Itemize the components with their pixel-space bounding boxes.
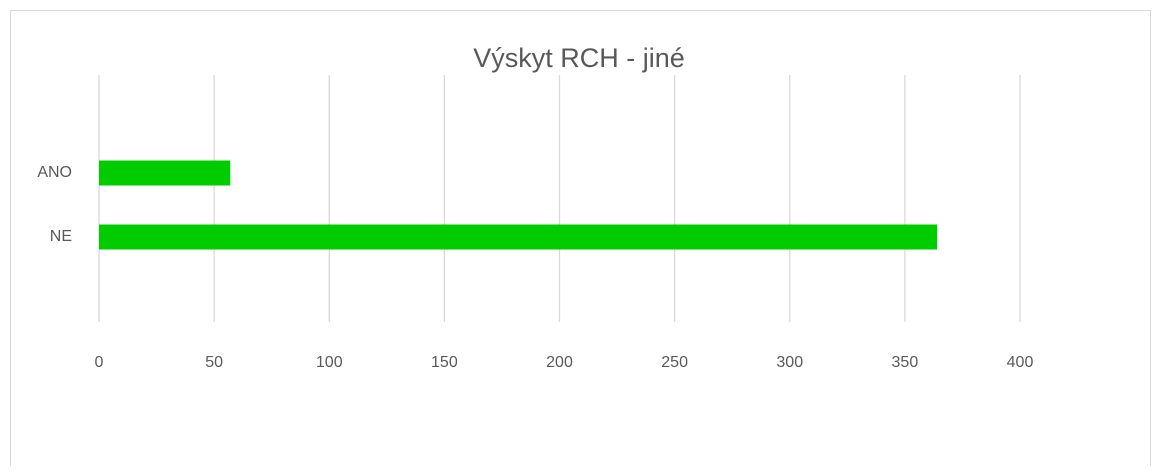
y-tick-label: ANO (37, 164, 72, 181)
y-tick-label: NE (50, 228, 72, 245)
x-tick-label: 350 (892, 354, 919, 371)
x-tick-label: 150 (431, 354, 458, 371)
x-tick-label: 100 (316, 354, 343, 371)
bar (99, 224, 938, 250)
x-tick-label: 50 (205, 354, 223, 371)
chart-title: Výskyt RCH - jiné (473, 43, 685, 73)
x-tick-label: 300 (776, 354, 803, 371)
x-tick-label: 250 (661, 354, 688, 371)
bar (99, 160, 231, 186)
x-tick-label: 0 (95, 354, 104, 371)
x-tick-label: 200 (546, 354, 573, 371)
x-tick-label: 400 (1007, 354, 1034, 371)
